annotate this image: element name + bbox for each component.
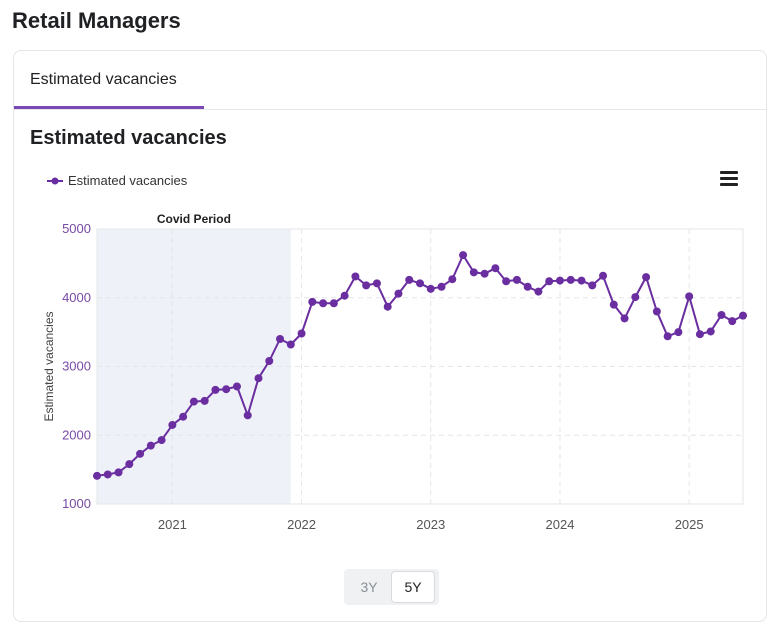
data-point [491,264,500,273]
data-point [103,470,112,479]
data-point [405,275,414,284]
data-point [243,411,252,420]
data-point [125,460,134,469]
data-point [555,276,564,285]
data-point [211,385,220,394]
y-tick-label: 1000 [62,496,91,511]
data-point [512,275,521,284]
y-axis-title: Estimated vacancies [42,311,56,421]
data-point [200,396,209,405]
data-point [652,307,661,316]
data-point [566,275,575,284]
data-point [545,277,554,286]
y-tick-label: 5000 [62,221,91,236]
legend-label: Estimated vacancies [68,173,188,188]
tab-bar: Estimated vacancies [14,51,766,110]
data-point [577,276,586,285]
data-point [351,272,360,281]
data-point [588,281,597,290]
data-point [674,328,683,337]
data-point [265,357,274,365]
y-tick-label: 2000 [62,427,91,442]
range-3y-button[interactable]: 3Y [348,572,390,602]
data-point [480,269,489,278]
data-point [372,279,381,288]
x-tick-label: 2025 [675,517,704,532]
y-tick-label: 3000 [62,359,91,374]
data-point [416,279,424,288]
data-point [222,385,231,394]
range-5y-button[interactable]: 5Y [392,572,434,602]
data-point [329,299,338,308]
data-point [394,289,403,298]
data-point [157,436,166,445]
data-point [319,299,328,308]
data-point [469,268,478,277]
data-point [297,329,306,338]
range-selector: 3Y 5Y [344,569,439,605]
y-tick-label: 4000 [62,290,91,305]
covid-band [97,229,291,504]
data-point [663,332,672,341]
legend-marker-icon [47,177,63,184]
data-point [286,340,295,349]
data-point [437,282,446,291]
data-point [362,281,371,290]
data-point [599,271,608,280]
data-point [448,275,457,284]
line-chart: Covid Period 1000 2000 3000 4000 5000 2021 2022… [42,212,747,532]
legend-item-estimated-vacancies[interactable]: Estimated vacancies [46,173,187,188]
tab-estimated-vacancies[interactable]: Estimated vacancies [14,51,204,109]
x-tick-label: 2023 [416,517,445,532]
data-point [706,327,715,336]
data-point [308,297,317,306]
covid-band-label: Covid Period [157,212,231,226]
data-point [685,292,694,301]
page-title: Retail Managers [12,8,181,33]
data-point [620,314,629,323]
data-point [93,471,101,480]
data-point [695,330,704,339]
x-tick-label: 2024 [546,517,575,532]
data-point [383,302,392,311]
data-point [254,374,263,383]
data-point [179,412,188,421]
data-point [146,441,155,450]
data-point [340,291,349,300]
data-point [168,420,177,429]
data-point [534,287,543,296]
data-point [609,300,618,309]
data-point [523,282,532,291]
data-point [114,468,123,477]
plot-frame [96,228,744,505]
x-tick-label: 2021 [158,517,187,532]
data-point [717,310,726,319]
data-point [739,311,747,320]
data-point [642,273,651,282]
data-point [502,277,511,286]
data-point [728,317,737,326]
chart-title: Estimated vacancies [30,127,227,149]
data-point [189,397,198,406]
data-point [276,335,285,343]
x-tick-label: 2022 [287,517,316,532]
data-point [232,382,241,391]
data-point [136,449,145,458]
data-point [459,251,468,260]
chart-card: Estimated vacancies Estimated vacancies … [13,50,767,622]
hamburger-menu-icon[interactable] [720,171,738,187]
data-point [631,293,640,302]
data-point [426,284,435,293]
